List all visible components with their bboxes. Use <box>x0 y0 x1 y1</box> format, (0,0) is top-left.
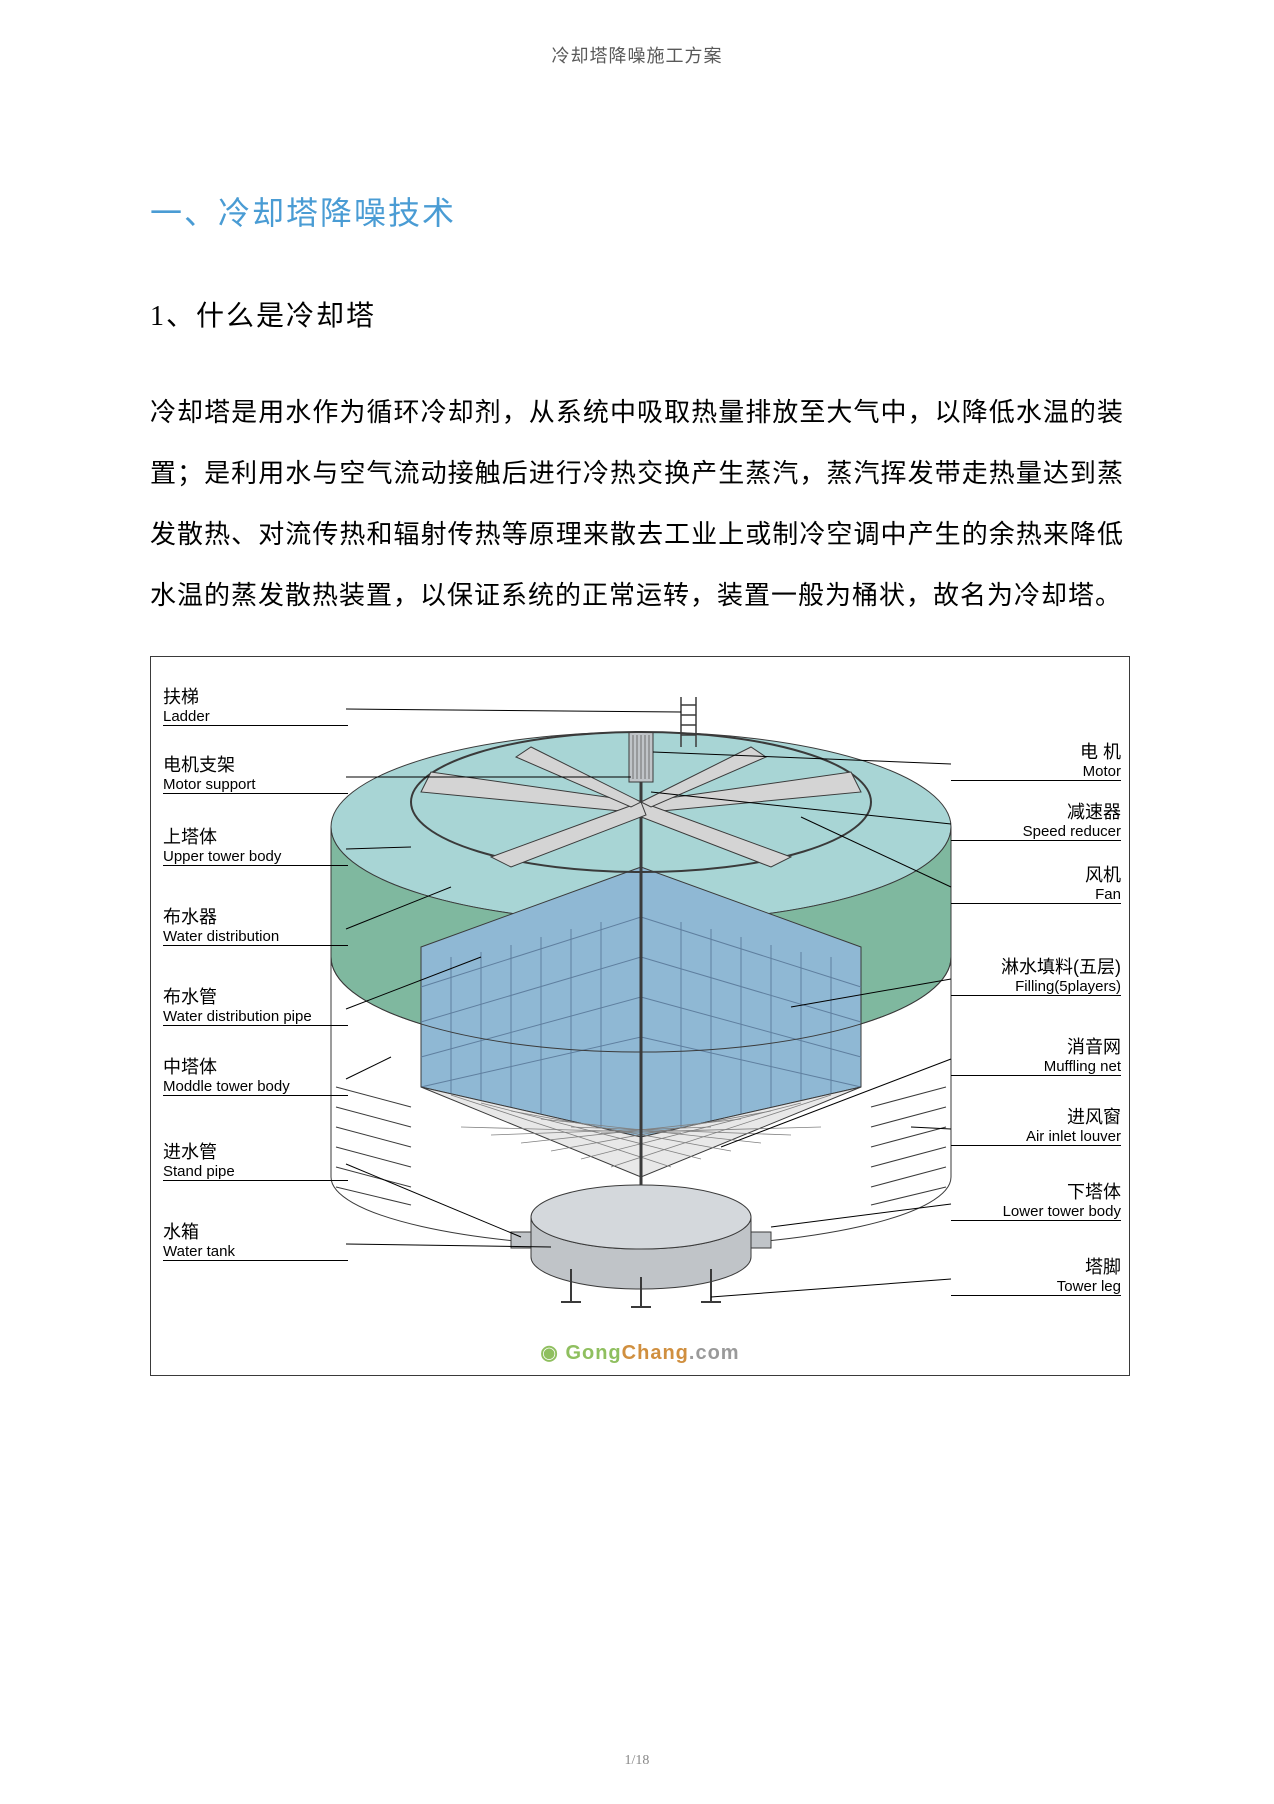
label-cn: 电 机 <box>951 742 1121 763</box>
right-label-4: 消音网Muffling net <box>951 1037 1121 1076</box>
left-label-1: 电机支架Motor support <box>163 755 348 794</box>
section-heading-2: 1、什么是冷却塔 <box>150 294 1124 334</box>
right-label-3: 淋水填料(五层)Filling(5players) <box>951 957 1121 996</box>
label-en: Motor support <box>163 776 348 794</box>
label-cn: 淋水填料(五层) <box>951 957 1121 978</box>
right-label-6: 下塔体Lower tower body <box>951 1182 1121 1221</box>
right-label-2: 风机Fan <box>951 865 1121 904</box>
right-label-0: 电 机Motor <box>951 742 1121 781</box>
right-label-5: 进风窗Air inlet louver <box>951 1107 1121 1146</box>
body-paragraph: 冷却塔是用水作为循环冷却剂，从系统中吸取热量排放至大气中，以降低水温的装置；是利… <box>150 382 1124 626</box>
label-en: Motor <box>951 763 1121 781</box>
label-cn: 中塔体 <box>163 1057 348 1078</box>
label-en: Lower tower body <box>951 1203 1121 1221</box>
right-label-1: 减速器Speed reducer <box>951 802 1121 841</box>
label-cn: 布水管 <box>163 987 348 1008</box>
left-label-3: 布水器Water distribution <box>163 907 348 946</box>
section-heading-1: 一、冷却塔降噪技术 <box>150 188 1124 234</box>
label-en: Water distribution <box>163 928 348 946</box>
label-cn: 风机 <box>951 865 1121 886</box>
left-label-5: 中塔体Moddle tower body <box>163 1057 348 1096</box>
label-cn: 电机支架 <box>163 755 348 776</box>
label-cn: 塔脚 <box>951 1257 1121 1278</box>
label-cn: 布水器 <box>163 907 348 928</box>
page-header: 冷却塔降噪施工方案 <box>0 0 1274 68</box>
label-cn: 进风窗 <box>951 1107 1121 1128</box>
label-en: Water distribution pipe <box>163 1008 348 1026</box>
label-cn: 消音网 <box>951 1037 1121 1058</box>
label-en: Muffling net <box>951 1058 1121 1076</box>
left-label-4: 布水管Water distribution pipe <box>163 987 348 1026</box>
label-cn: 进水管 <box>163 1142 348 1163</box>
label-en: Filling(5players) <box>951 978 1121 996</box>
label-en: Upper tower body <box>163 848 348 866</box>
left-label-0: 扶梯Ladder <box>163 687 348 726</box>
label-cn: 上塔体 <box>163 827 348 848</box>
label-en: Water tank <box>163 1243 348 1261</box>
left-label-6: 进水管Stand pipe <box>163 1142 348 1181</box>
page-number: 1/18 <box>0 1753 1274 1769</box>
label-en: Speed reducer <box>951 823 1121 841</box>
label-en: Moddle tower body <box>163 1078 348 1096</box>
doc-title: 冷却塔降噪施工方案 <box>552 46 723 66</box>
label-en: Fan <box>951 886 1121 904</box>
label-en: Air inlet louver <box>951 1128 1121 1146</box>
watermark: ◉ GongChang.com <box>540 1340 739 1365</box>
label-cn: 水箱 <box>163 1222 348 1243</box>
label-cn: 扶梯 <box>163 687 348 708</box>
left-label-7: 水箱Water tank <box>163 1222 348 1261</box>
cooling-tower-diagram: 扶梯Ladder 电机支架Motor support 上塔体Upper tower … <box>150 656 1130 1376</box>
label-en: Tower leg <box>951 1278 1121 1296</box>
label-en: Stand pipe <box>163 1163 348 1181</box>
left-label-2: 上塔体Upper tower body <box>163 827 348 866</box>
content-area: 一、冷却塔降噪技术 1、什么是冷却塔 冷却塔是用水作为循环冷却剂，从系统中吸取热… <box>0 68 1274 1376</box>
label-en: Ladder <box>163 708 348 726</box>
right-label-7: 塔脚Tower leg <box>951 1257 1121 1296</box>
label-cn: 下塔体 <box>951 1182 1121 1203</box>
label-cn: 减速器 <box>951 802 1121 823</box>
